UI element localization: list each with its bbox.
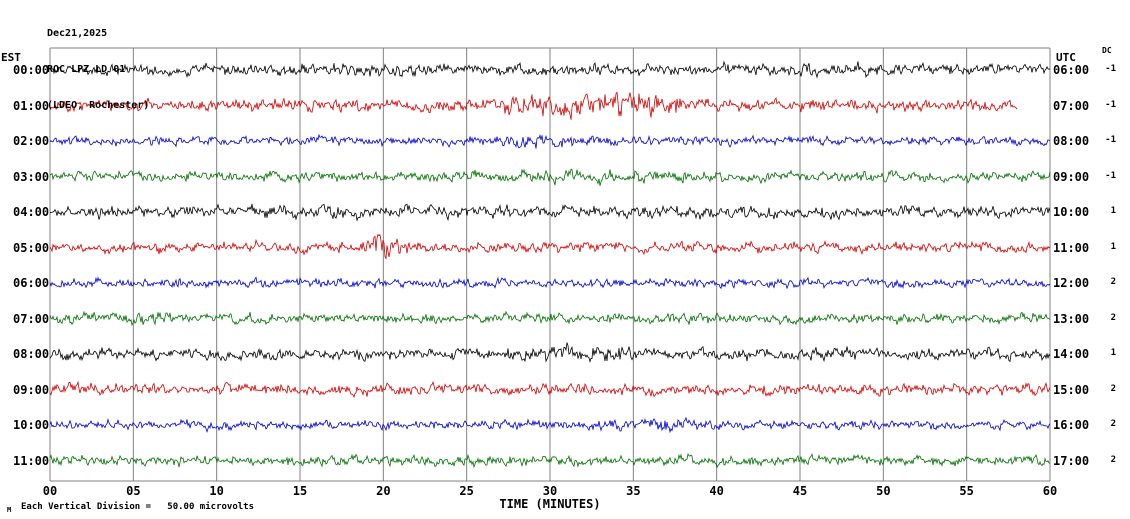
utc-time-label: 15:00 xyxy=(1053,382,1090,397)
utc-time-label: 13:00 xyxy=(1053,311,1090,326)
x-tick-label: 50 xyxy=(876,484,891,498)
header-date: Dec21,2025 xyxy=(47,28,108,39)
utc-time-label: 06:00 xyxy=(1053,63,1090,77)
est-time-label: 02:00 xyxy=(13,134,50,148)
utc-time-label: 16:00 xyxy=(1053,418,1090,432)
utc-time-label: 08:00 xyxy=(1053,134,1090,148)
grid-lines xyxy=(49,47,1051,482)
dc-offset-value: 2 xyxy=(1110,383,1116,394)
dc-offset-value: -1 xyxy=(1105,170,1116,181)
utc-time-label: 09:00 xyxy=(1053,169,1090,184)
dc-label: DC xyxy=(1102,46,1112,55)
utc-time-label: 10:00 xyxy=(1053,205,1090,219)
est-time-label: 10:00 xyxy=(13,418,50,432)
dc-offset-value: 2 xyxy=(1110,419,1116,429)
trace-01:00 xyxy=(49,91,1018,120)
utc-time-label: 07:00 xyxy=(1053,98,1090,113)
dc-offset-value: 2 xyxy=(1110,312,1116,323)
est-time-label: 04:00 xyxy=(13,205,50,219)
x-tick-label: 60 xyxy=(1042,484,1058,498)
dc-offset-value: -1 xyxy=(1105,135,1116,145)
trace-08:00 xyxy=(49,342,1051,363)
trace-05:00 xyxy=(49,233,1051,260)
x-tick-label: 20 xyxy=(376,484,391,498)
est-time-label: 05:00 xyxy=(13,240,50,255)
header-location: (LDEO, Rochester) xyxy=(47,100,150,111)
est-time-label: 00:00 xyxy=(13,63,50,77)
x-tick-label: 10 xyxy=(209,484,224,498)
left-axis-label: EST xyxy=(1,51,21,64)
dc-offset-value: -1 xyxy=(1105,64,1116,74)
est-time-label: 01:00 xyxy=(13,98,50,113)
x-tick-label: 45 xyxy=(792,484,808,498)
scale-note: Each Vertical Division = 50.00 microvolt… xyxy=(21,502,254,512)
trace-00:00 xyxy=(49,60,1051,79)
x-tick-label: 15 xyxy=(292,484,308,498)
x-tick-label: 55 xyxy=(959,484,974,498)
trace-07:00 xyxy=(49,310,1051,327)
trace-02:00 xyxy=(49,133,1051,149)
utc-time-label: 17:00 xyxy=(1053,453,1090,468)
utc-time-label: 14:00 xyxy=(1053,347,1090,361)
trace-03:00 xyxy=(49,168,1051,186)
utc-time-label: 12:00 xyxy=(1053,276,1090,290)
dc-offset-value: 2 xyxy=(1110,277,1116,287)
dc-offset-value: 1 xyxy=(1110,348,1116,358)
est-time-label: 08:00 xyxy=(13,347,50,361)
est-time-label: 07:00 xyxy=(13,311,50,326)
scale-note-prefix: M xyxy=(7,506,12,514)
x-tick-label: 25 xyxy=(459,484,474,498)
x-tick-label: 00 xyxy=(42,484,58,498)
est-time-label: 11:00 xyxy=(13,453,50,468)
trace-04:00 xyxy=(49,203,1051,222)
header: Dec21,2025 ROC LPZ LD 01 (LDEO, Rocheste… xyxy=(47,4,149,136)
utc-time-label: 11:00 xyxy=(1053,240,1090,255)
x-tick-label: 30 xyxy=(542,484,558,498)
header-station: ROC LPZ LD 01 xyxy=(47,64,126,75)
est-time-label: 06:00 xyxy=(13,276,50,290)
right-axis-label: UTC xyxy=(1056,51,1076,64)
trace-11:00 xyxy=(49,453,1051,469)
dc-offset-value: -1 xyxy=(1105,99,1116,110)
x-tick-label: 05 xyxy=(126,484,141,498)
trace-06:00 xyxy=(49,276,1051,290)
trace-10:00 xyxy=(49,416,1051,434)
est-time-label: 09:00 xyxy=(13,382,50,397)
trace-09:00 xyxy=(49,380,1051,398)
dc-offset-value: 1 xyxy=(1110,206,1116,216)
dc-offset-value: 2 xyxy=(1110,454,1116,465)
est-time-label: 03:00 xyxy=(13,169,50,184)
x-tick-label: 35 xyxy=(626,484,641,498)
x-tick-label: 40 xyxy=(709,484,724,498)
x-axis-title: TIME (MINUTES) xyxy=(499,497,601,511)
dc-offset-value: 1 xyxy=(1110,241,1116,252)
